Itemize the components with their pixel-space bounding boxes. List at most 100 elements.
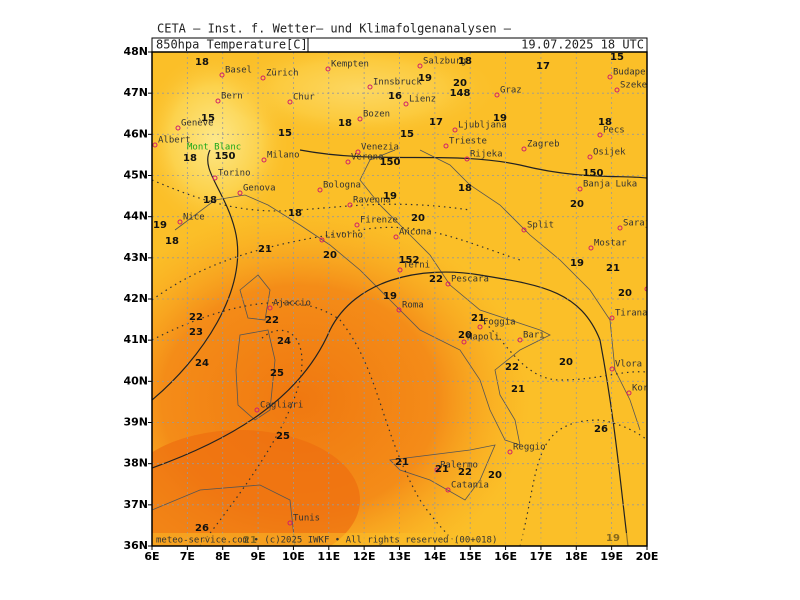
city-label: Bern [221,92,243,102]
footer-band [152,533,647,546]
contour-label: 22 [429,274,443,285]
contour-label: 18 [338,118,352,129]
city-label: Reggio [513,443,546,453]
city-marker [175,125,181,131]
lon-tick-label: 19E [600,550,623,563]
city-label: Chur [293,93,315,103]
city-marker [607,74,613,80]
lon-tick-label: 15E [459,550,482,563]
contour-label: 15 [201,113,215,124]
city-marker [267,305,273,311]
city-marker [287,520,293,526]
city-label: Basel [225,66,252,76]
city-label: Sarajevo [623,219,666,229]
lon-tick-label: 10E [282,550,305,563]
city-marker [445,281,451,287]
contour-label: 15 [400,129,414,140]
city-marker [219,72,225,78]
field-label: 850hpa Temperature[C] [156,38,308,52]
contour-label: 150 [380,157,401,168]
lat-tick-label: 38N [123,457,148,470]
contour-label: 148 [450,88,471,99]
city-label: Torino [218,169,251,179]
city-label: Cagliari [260,401,303,411]
lon-tick-label: 13E [388,550,411,563]
contour-label: 22 [458,467,472,478]
city-label: Genova [243,184,276,194]
contour-label: 18 [458,183,472,194]
contour-label: 18 [165,236,179,247]
city-marker [325,66,331,72]
contour-label: 21 [606,263,620,274]
valid-time: 19.07.2025 18 UTC [521,38,644,52]
place-label: Mont Blanc [187,143,241,153]
cities: Basel Zürich Bern Genève Albert Torino Milano G… [152,57,666,526]
contour-label: 25 [276,431,290,442]
city-marker [237,190,243,196]
coastlines [152,149,641,546]
city-label: Ljubljana [458,121,507,131]
lat-tick-label: 48N [123,45,148,58]
lat-tick-label: 40N [123,374,148,387]
contour-label: 19 [383,291,397,302]
city-marker [588,245,594,251]
city-marker [477,324,483,330]
contours-solid [152,149,647,546]
contour-label: 20 [559,357,573,368]
lat-tick-label: 47N [123,86,148,99]
alpine-cool-2 [220,52,500,140]
city-marker [397,267,403,273]
contour-label: 26 [195,523,209,534]
lon-tick-label: 16E [494,550,517,563]
city-marker [464,156,470,162]
contour-label: 17 [429,117,443,128]
contour-label: 15 [278,128,292,139]
city-marker [507,449,513,455]
contour-label: 152 [399,255,420,266]
city-label: Ancona [399,228,432,238]
contour-label: 20 [618,288,632,299]
grid [152,52,647,546]
city-marker [152,142,158,148]
city-marker [521,227,527,233]
city-marker [357,116,363,122]
city-marker [317,187,323,193]
city-label: Innsbruck [373,78,422,88]
contour-label: 21 [471,313,485,324]
contour-label: 150 [215,151,236,162]
city-marker [393,234,399,240]
contour-label: 20 [458,330,472,341]
lon-tick-label: 20E [636,550,659,563]
city-marker [443,143,449,149]
lat-tick-label: 41N [123,333,148,346]
city-label: Genève [181,118,214,129]
city-marker [254,407,260,413]
city-marker [521,146,527,152]
city-marker [617,225,623,231]
city-marker [354,222,360,228]
lat-tick-label: 46N [123,127,148,140]
city-label: Roma [402,301,424,311]
city-label: Rijeka [470,150,503,160]
contour-label: 22 [265,315,279,326]
hot-core [152,430,360,546]
city-marker [461,339,467,345]
axis-ticks: 6E 7E 8E 9E 10E 11E 12E 13E 14E 15E 16E 17E 18E 19E 20… [123,45,658,563]
contour-label: 20 [411,213,425,224]
contour-label: 18 [288,208,302,219]
city-label: Terni [403,261,430,271]
city-marker [396,307,402,313]
city-marker [434,467,440,473]
city-label: Zürich [266,69,299,79]
city-marker [403,101,409,107]
city-label: Budapest [613,68,656,78]
lat-tick-label: 45N [123,169,148,182]
city-label: Milano [267,151,300,161]
contour-label: 18 [195,57,209,68]
city-marker [626,390,632,396]
city-label: Bari [523,331,545,341]
city-marker [260,75,266,81]
city-label: Tirana [615,309,648,319]
